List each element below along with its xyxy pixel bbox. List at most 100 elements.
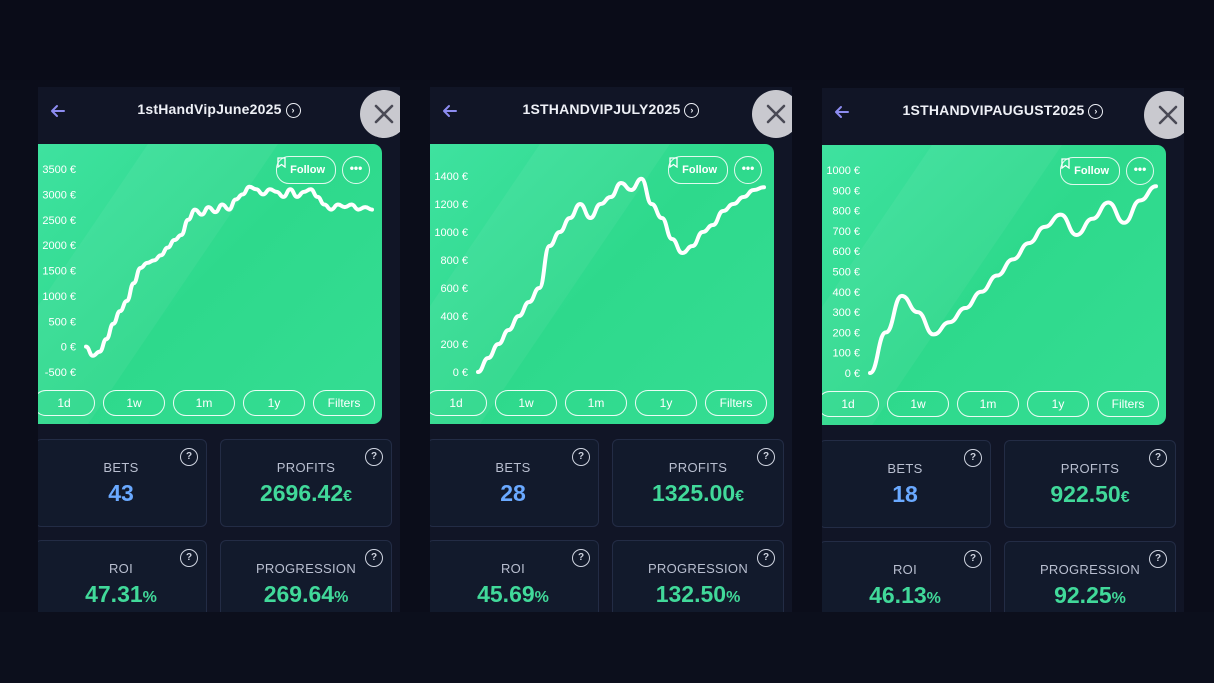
follow-button[interactable]: Follow <box>668 156 728 184</box>
y-tick-label: 1500 € <box>42 266 76 278</box>
roi-stat-card: ? ROI 45.69% <box>430 540 599 612</box>
help-icon[interactable]: ? <box>180 448 198 466</box>
panel-header: 1stHandVipJune2025 › <box>38 87 400 139</box>
range-button-1y[interactable]: 1y <box>635 390 697 416</box>
range-button-1y[interactable]: 1y <box>243 390 305 416</box>
roi-value: 47.31% <box>38 581 206 608</box>
y-tick-label: 3500 € <box>42 164 76 176</box>
progression-value: 92.25% <box>1005 582 1175 609</box>
roi-unit: % <box>926 590 941 607</box>
roi-unit: % <box>142 589 157 606</box>
range-button-1m[interactable]: 1m <box>957 391 1019 417</box>
close-button[interactable] <box>752 90 792 138</box>
range-button-1d[interactable]: 1d <box>822 391 879 417</box>
profits-value-number: 1325.00 <box>651 480 736 506</box>
range-button-filters[interactable]: Filters <box>705 390 767 416</box>
y-tick-label: 3000 € <box>42 189 76 201</box>
help-icon[interactable]: ? <box>572 448 590 466</box>
close-button[interactable] <box>1144 91 1184 139</box>
help-icon[interactable]: ? <box>365 448 383 466</box>
progression-stat-card: ? PROGRESSION 269.64% <box>220 540 392 612</box>
progression-unit: % <box>1111 590 1126 607</box>
range-button-1w[interactable]: 1w <box>103 390 165 416</box>
range-button-1m[interactable]: 1m <box>173 390 235 416</box>
y-tick-label: 2000 € <box>42 240 76 252</box>
help-icon[interactable]: ? <box>757 549 775 567</box>
back-arrow-icon[interactable] <box>440 101 462 123</box>
range-button-1d[interactable]: 1d <box>430 390 487 416</box>
y-tick-label: 1000 € <box>42 291 76 303</box>
y-tick-label: 600 € <box>440 283 468 295</box>
y-tick-label: 1200 € <box>434 199 468 211</box>
range-button-filters[interactable]: Filters <box>313 390 375 416</box>
help-icon[interactable]: ? <box>964 449 982 467</box>
bets-stat-card: ? BETS 43 <box>38 439 207 527</box>
chart-svg: 3500 € 3000 € 2500 € 2000 € 1500 € 1000 € 500 … <box>38 144 374 424</box>
more-options-icon[interactable]: ••• <box>342 156 370 184</box>
follow-button[interactable]: Follow <box>1060 157 1120 185</box>
help-icon[interactable]: ? <box>180 549 198 567</box>
page-title-text: 1STHANDVIPAUGUST2025 <box>902 102 1085 118</box>
back-arrow-icon[interactable] <box>48 101 70 123</box>
page-title[interactable]: 1STHANDVIPJULY2025 › <box>430 101 792 118</box>
panel-header: 1STHANDVIPJULY2025 › <box>430 87 792 139</box>
y-tick-label: 400 € <box>832 287 860 299</box>
bets-label: BETS <box>103 460 139 475</box>
back-arrow-icon[interactable] <box>832 102 854 124</box>
range-button-1m[interactable]: 1m <box>565 390 627 416</box>
more-options-icon[interactable]: ••• <box>734 156 762 184</box>
help-icon[interactable]: ? <box>1149 449 1167 467</box>
close-icon <box>374 104 394 124</box>
profit-chart: 3500 € 3000 € 2500 € 2000 € 1500 € 1000 € 500 … <box>38 144 382 424</box>
roi-label: ROI <box>892 562 917 577</box>
y-tick-label: 400 € <box>440 311 468 323</box>
range-button-1w[interactable]: 1w <box>495 390 557 416</box>
page-title-text: 1STHANDVIPJULY2025 <box>522 101 681 117</box>
close-button[interactable] <box>360 90 400 138</box>
range-button-1w[interactable]: 1w <box>887 391 949 417</box>
page-title[interactable]: 1STHANDVIPAUGUST2025 › <box>822 102 1184 119</box>
progression-value-number: 132.50 <box>655 581 727 607</box>
roi-label: ROI <box>500 561 525 576</box>
progression-value-number: 269.64 <box>263 581 335 607</box>
range-button-1d[interactable]: 1d <box>38 390 95 416</box>
progression-value: 132.50% <box>613 581 783 608</box>
y-tick-label: 500 € <box>48 316 76 328</box>
y-tick-label: 100 € <box>832 348 860 360</box>
follow-label: Follow <box>682 164 717 176</box>
follow-label: Follow <box>1074 165 1109 177</box>
chevron-right-icon[interactable]: › <box>285 103 301 118</box>
roi-value-number: 47.31 <box>85 581 143 607</box>
page-title-text: 1stHandVipJune2025 <box>137 101 282 117</box>
more-options-icon[interactable]: ••• <box>1126 157 1154 185</box>
bottom-overlay <box>0 612 1214 683</box>
follow-button[interactable]: Follow <box>276 156 336 184</box>
help-icon[interactable]: ? <box>1149 550 1167 568</box>
help-icon[interactable]: ? <box>365 549 383 567</box>
profit-series-line <box>476 176 766 374</box>
range-button-filters[interactable]: Filters <box>1097 391 1159 417</box>
bets-value: 18 <box>822 481 990 508</box>
progression-value-number: 92.25 <box>1054 582 1112 608</box>
profit-chart: 1000 € 900 € 800 € 700 € 600 € 500 € 400 € 300 … <box>822 145 1166 425</box>
bets-value: 28 <box>430 480 598 507</box>
profits-value: 1325.00€ <box>613 480 783 507</box>
chevron-right-icon[interactable]: › <box>684 103 700 118</box>
stats-panel: 1STHANDVIPAUGUST2025 › 1000 € 900 € 800 € 700… <box>822 88 1184 613</box>
help-icon[interactable]: ? <box>757 448 775 466</box>
bets-value-number: 28 <box>500 480 526 506</box>
help-icon[interactable]: ? <box>964 550 982 568</box>
help-icon[interactable]: ? <box>572 549 590 567</box>
y-tick-label: 800 € <box>832 206 860 218</box>
y-tick-label: 200 € <box>832 327 860 339</box>
range-button-1y[interactable]: 1y <box>1027 391 1089 417</box>
profits-label: PROFITS <box>276 460 336 475</box>
progression-unit: % <box>726 589 741 606</box>
y-tick-label: 0 € <box>845 368 860 380</box>
bets-stat-card: ? BETS 18 <box>822 440 991 528</box>
y-tick-label: 800 € <box>440 255 468 267</box>
page-title[interactable]: 1stHandVipJune2025 › <box>38 101 400 118</box>
y-tick-label: -500 € <box>45 367 76 379</box>
roi-stat-card: ? ROI 46.13% <box>822 541 991 613</box>
chevron-right-icon[interactable]: › <box>1088 104 1104 119</box>
